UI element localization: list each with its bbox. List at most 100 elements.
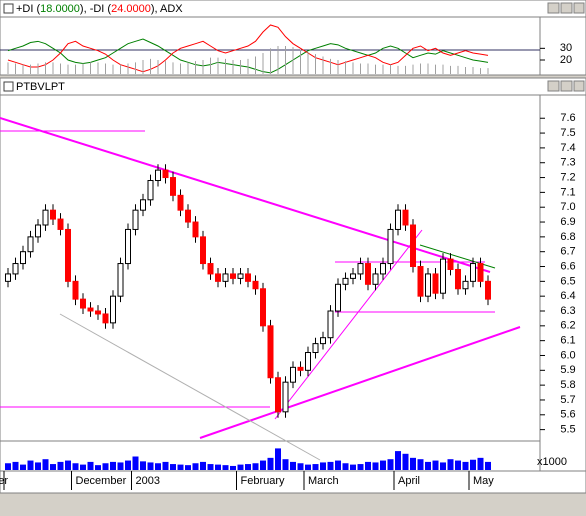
x-tick-label: February [241, 475, 286, 487]
y-tick-label: 6.5 [560, 275, 575, 287]
candle-body [365, 263, 371, 285]
y-tick-label: 6.4 [560, 290, 575, 302]
volume-bar [320, 462, 326, 470]
volume-bar [312, 464, 319, 470]
volume-bar [87, 461, 94, 470]
volume-bar [20, 464, 26, 470]
volume-bar [117, 462, 124, 470]
candle-body [170, 177, 176, 196]
candle-body [455, 268, 461, 290]
candle-body [12, 263, 19, 275]
y-tick-label: 7.2 [560, 171, 575, 183]
volume-bar [290, 461, 296, 470]
candle-body [230, 273, 236, 279]
candle-body [42, 209, 49, 226]
candle-body [245, 273, 251, 282]
candle-body [110, 295, 116, 324]
volume-bar [425, 461, 431, 470]
volume-bar [342, 463, 349, 470]
volume-bar [440, 462, 446, 470]
trend-line [199, 326, 521, 439]
volume-bar [387, 459, 394, 470]
volume-bar [410, 457, 416, 470]
volume-bar [372, 462, 379, 470]
volume-bar [215, 464, 221, 470]
volume-bar [335, 460, 341, 470]
volume-bar [50, 464, 56, 470]
volume-bar [462, 461, 469, 470]
maximize-button[interactable] [560, 80, 573, 92]
y-tick-label: 5.5 [560, 424, 575, 436]
window-buttons[interactable] [547, 2, 585, 14]
volume-bar [110, 461, 116, 470]
candle-body [252, 280, 259, 290]
candle-body [95, 310, 101, 315]
volume-bar [102, 463, 109, 470]
volume-bar [395, 451, 401, 470]
candle-body [200, 236, 206, 265]
x-tick-label: May [473, 475, 494, 487]
volume-bar [402, 453, 409, 470]
trend-line [59, 313, 321, 461]
dmi-titlebar [1, 1, 585, 16]
candle-body [282, 381, 289, 413]
y-tick-label: 20 [560, 54, 572, 66]
volume-bar [57, 461, 64, 470]
candle-body [305, 352, 311, 371]
volume-bar [357, 464, 364, 470]
y-tick-label: 6.0 [560, 349, 575, 361]
candle-body [335, 283, 341, 312]
volume-bar [27, 460, 34, 470]
volume-bar [162, 461, 169, 470]
candle-body [27, 236, 34, 253]
x-tick-label: December [76, 475, 127, 487]
y-tick-label: 7.0 [560, 201, 575, 213]
volume-bar [275, 448, 281, 470]
x-tick-label: 2003 [136, 475, 160, 487]
candle-body [417, 266, 424, 297]
volume-bar [80, 464, 86, 470]
volume-bar [485, 461, 491, 470]
y-tick-label: 5.7 [560, 394, 575, 406]
candle-body [290, 366, 296, 383]
candle-body [57, 218, 64, 230]
volume-bar [192, 463, 199, 470]
y-tick-label: 7.4 [560, 142, 575, 154]
candle-body [357, 263, 364, 275]
candle-body [327, 310, 334, 339]
title-part: 24.0000 [111, 3, 151, 15]
y-tick-label: 7.3 [560, 157, 575, 169]
candle-body [485, 280, 491, 300]
candle-body [140, 199, 146, 211]
maximize-button[interactable] [560, 2, 573, 14]
y-tick-label: 30 [560, 42, 572, 54]
candle-body [402, 209, 409, 226]
volume-bar [252, 463, 259, 470]
candle-body [192, 221, 199, 238]
minimize-button[interactable] [547, 2, 560, 14]
close-button[interactable] [573, 2, 585, 14]
y-tick-label: 5.9 [560, 364, 575, 376]
volume-bar [477, 457, 484, 470]
x-tick-label: ber [0, 475, 8, 487]
candle-body [5, 273, 11, 282]
trend-lines [0, 117, 521, 439]
window-icon [3, 81, 14, 92]
volume-bar [207, 464, 214, 470]
y-tick-label: 7.1 [560, 186, 575, 198]
candle-body [312, 343, 319, 354]
candle-body [350, 273, 356, 279]
candle-body [410, 224, 416, 268]
volume-bar [267, 457, 274, 470]
volume-bar [95, 465, 101, 470]
close-button[interactable] [573, 80, 585, 92]
candle-body [342, 277, 349, 285]
candle-body [117, 263, 124, 297]
candle-body [207, 263, 214, 275]
minimize-button[interactable] [547, 80, 560, 92]
window-buttons[interactable] [547, 80, 585, 92]
title-part: ), ADX [151, 3, 183, 15]
